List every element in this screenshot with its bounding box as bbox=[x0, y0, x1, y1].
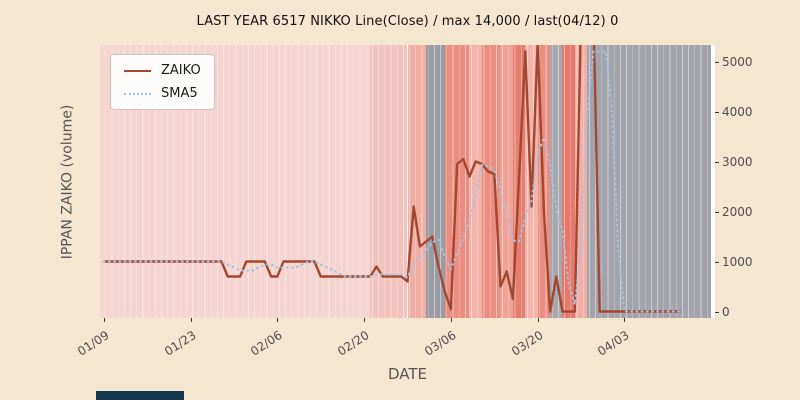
series-canvas bbox=[102, 45, 682, 313]
x-tick-marks bbox=[100, 318, 715, 323]
x-tick-label: 01/09 bbox=[74, 328, 112, 359]
legend: ZAIKO SMA5 bbox=[110, 54, 215, 110]
background-band bbox=[587, 45, 712, 318]
y-tick-mark bbox=[715, 261, 719, 263]
x-tick-labels: 01/09 01/23 02/06 02/20 03/06 03/20 04/03 bbox=[75, 324, 715, 366]
background-band bbox=[500, 45, 513, 318]
x-tick-label: 04/03 bbox=[595, 328, 633, 359]
x-tick-mark bbox=[364, 318, 366, 322]
background-band bbox=[407, 45, 427, 318]
legend-label-zaiko: ZAIKO bbox=[161, 63, 201, 78]
y-tick-label: 3000 bbox=[722, 154, 753, 169]
y-tick-mark bbox=[715, 161, 719, 163]
legend-label-sma5: SMA5 bbox=[161, 86, 198, 101]
x-tick-label: 03/06 bbox=[421, 328, 459, 359]
y-tick-mark bbox=[715, 61, 719, 63]
y-tick-mark bbox=[715, 311, 719, 313]
y-tick-label: 1000 bbox=[722, 254, 753, 269]
legend-item-sma5: SMA5 bbox=[124, 86, 201, 101]
chart-title: LAST YEAR 6517 NIKKO Line(Close) / max 1… bbox=[196, 14, 619, 29]
sma5-line-sample-icon bbox=[124, 92, 151, 95]
zaiko-line-sample-icon bbox=[124, 69, 151, 72]
x-tick-mark bbox=[103, 318, 105, 322]
y-tick-label: 2000 bbox=[722, 204, 753, 219]
x-axis-label: DATE bbox=[387, 365, 428, 383]
x-tick-mark bbox=[537, 318, 539, 322]
bottom-strip bbox=[96, 391, 184, 400]
x-tick-mark bbox=[190, 318, 192, 322]
x-tick-mark bbox=[277, 318, 279, 322]
y-axis-label: IPPAN ZAIKO (volume) bbox=[59, 104, 75, 259]
y-tick-mark bbox=[715, 111, 719, 113]
y-tick-label: 0 bbox=[722, 304, 730, 319]
y-tick-label: 4000 bbox=[722, 104, 753, 119]
legend-item-zaiko: ZAIKO bbox=[124, 63, 201, 78]
y-axis-label-wrap: IPPAN ZAIKO (volume) bbox=[56, 45, 78, 318]
x-tick-label: 03/20 bbox=[508, 328, 546, 359]
x-tick-label: 01/23 bbox=[161, 328, 199, 359]
background-band bbox=[426, 45, 445, 318]
background-band bbox=[481, 45, 501, 318]
sma5-line bbox=[102, 50, 682, 313]
y-tick-labels: 0 1000 2000 3000 4000 5000 bbox=[722, 45, 782, 319]
x-tick-label: 02/06 bbox=[248, 328, 285, 359]
x-tick-label: 02/20 bbox=[335, 328, 372, 359]
background-band bbox=[562, 45, 575, 318]
x-tick-mark bbox=[624, 318, 626, 322]
y-tick-marks bbox=[715, 45, 719, 318]
background-band bbox=[550, 45, 563, 318]
y-tick-label: 5000 bbox=[722, 54, 753, 69]
y-tick-mark bbox=[715, 211, 719, 213]
background-band bbox=[469, 45, 482, 318]
x-tick-mark bbox=[450, 318, 452, 322]
zaiko-line bbox=[103, 45, 681, 313]
background-band bbox=[370, 45, 408, 318]
